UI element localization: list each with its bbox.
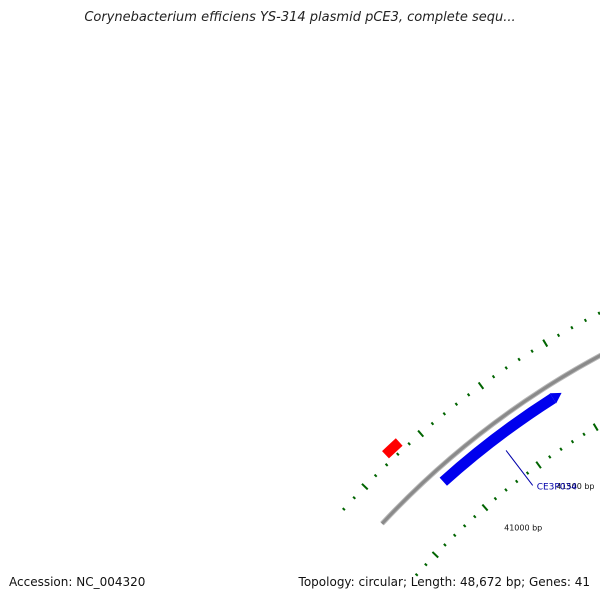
gene-label[interactable]: CE3P034 [537,482,578,492]
outer-ruler-tick [517,357,521,362]
tick-label: 41500 bp [556,482,594,491]
outer-ruler-tick [396,452,400,456]
outer-ruler-tick [407,442,411,446]
outer-ruler-tick [384,463,389,467]
gene-arrowhead [549,392,562,404]
inner-ruler-tick [493,496,498,501]
inner-ruler-tick [443,543,447,547]
inner-ruler-tick [481,503,489,512]
outer-ruler-tick [454,402,459,406]
tick-label: 41000 bp [504,524,542,533]
gene-label-leader [505,450,534,486]
outer-ruler-tick [352,496,356,500]
outer-ruler-tick [442,411,447,416]
outer-ruler-tick [417,429,425,438]
outer-ruler-tick [570,325,574,330]
outer-ruler-tick [477,381,485,390]
accession-text: Accession: NC_004320 [9,575,146,589]
backbone-ring [380,354,600,525]
outer-ruler-tick [466,393,471,397]
outer-ruler-tick [430,421,435,426]
inner-ruler-tick [452,533,457,538]
outer-ruler-tick [542,339,549,348]
inner-ruler-tick [559,447,563,452]
outer-ruler-tick [530,349,534,353]
inner-ruler-tick [414,572,419,577]
map-title: Corynebacterium efficiens YS-314 plasmid… [84,10,516,25]
inner-ruler-tick [592,423,599,432]
inner-ruler-tick [548,455,552,459]
inner-ruler-tick [472,514,477,519]
outer-ruler-tick [491,374,496,379]
map-summary-text: Topology: circular; Length: 48,672 bp; G… [298,575,590,589]
feature-marker[interactable] [382,438,403,459]
outer-ruler-tick [504,366,508,370]
outer-ruler-tick [556,333,561,338]
inner-ruler-tick [525,471,530,475]
gene-arc-ce3p034-forward[interactable] [439,393,556,486]
outer-ruler-tick [373,473,378,478]
inner-ruler-tick [514,479,519,484]
inner-ruler-tick [535,461,542,469]
inner-ruler-tick [570,439,575,444]
inner-ruler-tick [504,488,508,492]
inner-ruler-tick [462,524,467,528]
outer-ruler-tick [361,483,369,491]
inner-ruler-tick [424,562,428,567]
inner-ruler-tick [431,551,439,559]
outer-ruler-tick [342,507,346,511]
inner-ruler-tick [582,432,586,437]
outer-ruler-tick [583,318,588,323]
